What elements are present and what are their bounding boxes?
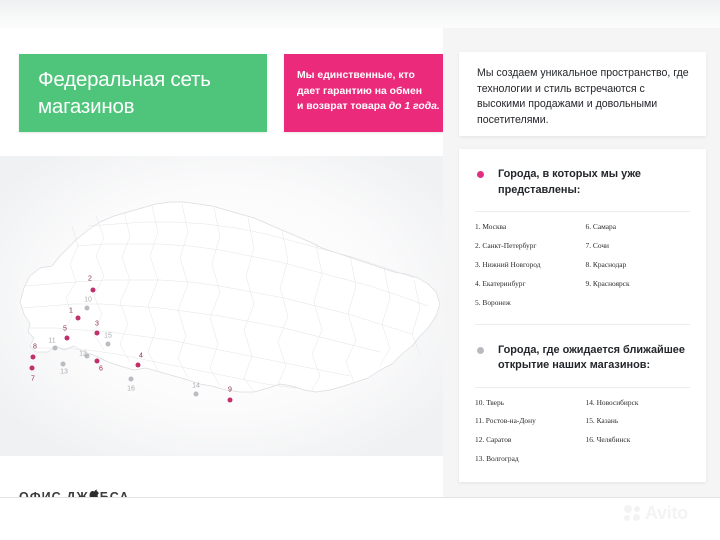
list-item: 9. Красноярск [585,278,630,288]
map-marker-label-8: 8 [33,343,37,351]
list-item: 2. Санкт-Петербург [475,240,537,250]
list-item: 12. Саратов [475,435,512,445]
promo-line-3-emphasis: до 1 года. [388,101,440,112]
section-upcoming-cities: Города, где ожидается ближайшее открытие… [459,325,706,374]
bottom-strip [0,498,720,540]
map-marker-dot-3 [94,330,100,336]
map-marker-dot-6 [94,358,100,364]
map-marker-label-5: 5 [63,325,67,333]
upcoming-cities-col-left: 10. Тверь 11. Ростов-на-Дону 12. Саратов… [475,397,580,475]
promo-text: Мы единственные, кто дает гарантию на об… [297,68,440,115]
divider-3 [475,386,690,388]
map-marker-dot-13 [60,361,66,367]
divider-2 [475,323,690,325]
cities-card: Города, в которых мы уже представлены: 1… [459,149,706,482]
map-marker-dot-11 [52,345,58,351]
bottom-divider [0,497,720,498]
map-marker-label-2: 2 [88,275,92,283]
list-item: 4. Екатеринбург [475,278,526,288]
list-item: 13. Волгоград [475,454,519,464]
bullet-gray-icon [477,346,484,354]
map-marker-label-16: 16 [127,385,135,393]
map-marker-dot-14 [193,391,199,397]
promo-line-1: Мы единственные, кто [297,70,415,81]
list-item: 5. Воронеж [475,297,511,307]
page-title: Федеральная сеть магазинов [38,68,211,118]
promo-card: Мы единственные, кто дает гарантию на об… [284,54,450,132]
section-existing-cities: Города, в которых мы уже представлены: [459,149,706,198]
right-panel: Мы создаем уникальное пространство, где … [443,28,720,498]
promo-line-2: дает гарантию на обмен [297,85,423,97]
existing-cities-col-right: 6. Самара 7. Сочи 8. Краснодар 9. Красно… [580,223,691,318]
section-existing-cities-title: Города, в которых мы уже представлены: [498,168,641,196]
russia-map-svg [0,156,443,456]
map-marker-dot-15 [105,341,111,347]
list-item: 6. Самара [585,222,616,231]
map-marker-dot-9 [227,397,233,403]
left-panel: Федеральная сеть магазинов Мы единственн… [0,28,450,514]
bullet-pink-icon [477,171,484,178]
avito-wordmark: Avito [645,503,688,523]
map-marker-label-1: 1 [69,307,73,315]
avito-logo-icon [624,505,643,522]
intro-card: Мы создаем уникальное пространство, где … [459,52,706,136]
list-item: 8. Краснодар [585,259,627,269]
existing-cities-columns: 1. Москва 2. Санкт-Петербург 3. Нижний Н… [459,212,706,318]
title-card: Федеральная сеть магазинов [19,54,267,132]
list-item: 3. Нижний Новгород [475,259,541,269]
section-existing-cities-head: Города, в которых мы уже представлены: [475,149,690,198]
section-upcoming-cities-title: Города, где ожидается ближайшее открытие… [498,343,685,372]
avito-watermark: Avito [624,503,688,524]
list-item: 14. Новосибирск [585,397,639,407]
map-marker-dot-1 [75,315,81,321]
map-marker-dot-4 [135,362,141,368]
intro-text: Мы создаем уникальное пространство, где … [477,67,689,126]
list-item: 10. Тверь [475,397,505,407]
russia-map: 1 2 3 4 5 6 7 8 9 10 11 12 13 14 15 16 [0,156,443,456]
map-marker-label-12: 12 [79,350,87,358]
list-item: 15. Казань [585,416,619,426]
map-marker-dot-10 [84,305,90,311]
map-marker-label-15: 15 [104,332,112,340]
map-marker-label-14: 14 [192,382,200,390]
map-marker-label-7: 7 [31,375,35,383]
map-marker-label-11: 11 [48,337,56,345]
divider-1 [475,211,690,212]
map-marker-dot-12 [84,353,90,359]
map-marker-dot-5 [64,335,70,341]
map-marker-label-4: 4 [139,352,143,360]
map-marker-label-6: 6 [99,365,103,373]
promo-line-3-plain: и возврат товара [297,101,389,112]
list-item: 1. Москва [475,222,507,231]
upcoming-cities-col-right: 14. Новосибирск 15. Казань 16. Челябинск [580,397,691,475]
map-marker-dot-7 [29,365,35,371]
map-marker-dot-8 [30,354,36,360]
upcoming-cities-columns: 10. Тверь 11. Ростов-на-Дону 12. Саратов… [459,388,706,475]
map-marker-dot-2 [90,287,96,293]
list-item: 11. Ростов-на-Дону [475,416,536,426]
map-marker-label-9: 9 [228,386,232,394]
slide-top-edge [0,0,720,28]
map-marker-label-3: 3 [95,320,99,328]
list-item: 7. Сочи [585,240,610,250]
map-marker-dot-16 [128,376,134,382]
map-marker-label-13: 13 [60,368,68,376]
section-upcoming-cities-head: Города, где ожидается ближайшее открытие… [475,325,690,374]
header-row: Федеральная сеть магазинов Мы единственн… [19,54,450,132]
existing-cities-col-left: 1. Москва 2. Санкт-Петербург 3. Нижний Н… [475,223,580,318]
map-marker-label-10: 10 [84,296,92,304]
list-item: 16. Челябинск [585,435,631,445]
